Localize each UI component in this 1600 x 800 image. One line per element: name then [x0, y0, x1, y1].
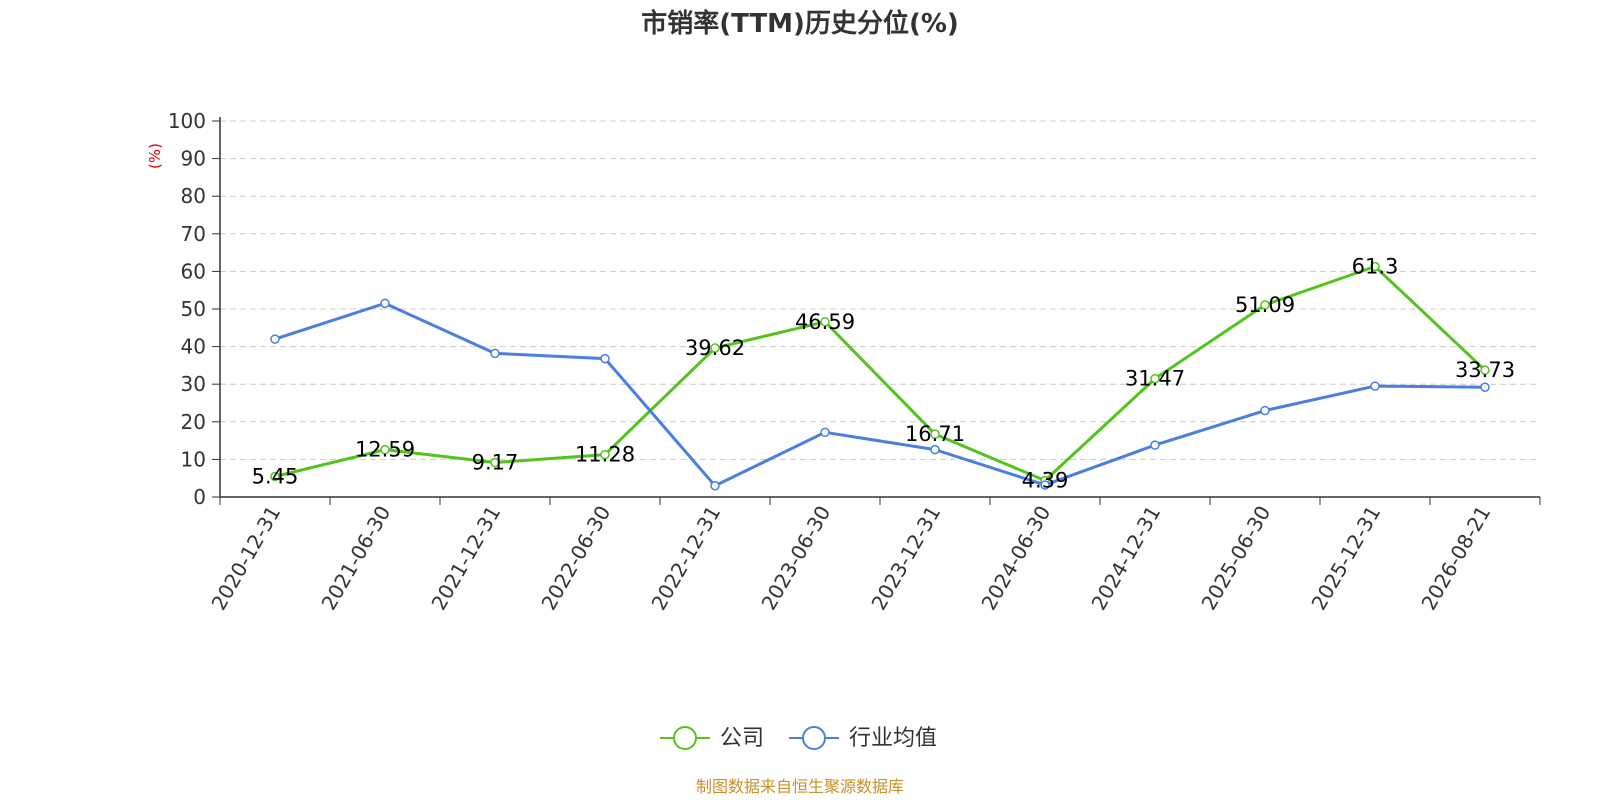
- y-tick-label: 60: [181, 259, 206, 283]
- x-tick-label: 2021-12-31: [426, 502, 505, 615]
- industry-point: [710, 480, 720, 491]
- industry-point: [1480, 382, 1490, 392]
- x-tick-label: 2025-06-30: [1196, 502, 1275, 615]
- gridlines: [220, 120, 1540, 460]
- x-tick-label: 2022-06-30: [536, 502, 615, 615]
- industry-point: [380, 298, 390, 309]
- data-label: 12.59: [355, 438, 415, 462]
- y-tick-label: 80: [181, 184, 206, 208]
- data-label: 11.28: [575, 443, 635, 467]
- data-label: 39.62: [685, 336, 745, 360]
- data-label: 5.45: [252, 465, 299, 489]
- x-tick-label: 2025-12-31: [1306, 502, 1385, 615]
- x-tick-label: 2023-06-30: [756, 502, 835, 615]
- legend-company-marker: [673, 726, 697, 750]
- company-point: [1150, 373, 1160, 384]
- data-labels: 5.45 12.59 9.17 11.28 39.62 46.59 16.71 4.39 31.…: [252, 255, 1515, 493]
- y-tick-label: 30: [181, 372, 206, 396]
- company-point: [1480, 365, 1490, 375]
- y-tick-label: 90: [181, 147, 206, 171]
- industry-point: [930, 444, 940, 455]
- company-point: [930, 429, 940, 439]
- legend-item-company[interactable]: 公司: [660, 726, 764, 751]
- industry-point: [1150, 440, 1160, 450]
- company-point: [1370, 261, 1380, 272]
- y-tick-label: 20: [181, 410, 206, 434]
- y-tick-label: 100: [168, 109, 206, 133]
- industry-point: [1370, 381, 1380, 391]
- y-tick-label: 50: [181, 297, 206, 321]
- series-layer: [270, 261, 1490, 491]
- y-tick-label: 40: [181, 335, 206, 359]
- series-line-company: [274, 265, 1487, 482]
- data-label: 4.39: [1022, 468, 1069, 492]
- industry-point: [490, 348, 500, 359]
- data-label: 16.71: [905, 422, 965, 446]
- series-line-industry: [274, 301, 1486, 488]
- y-axis-label: (%): [146, 143, 164, 169]
- company-point: [820, 317, 830, 327]
- data-label: 61.3: [1352, 255, 1399, 279]
- company-point: [380, 444, 390, 455]
- chart-title: 市销率(TTM)历史分位(%): [641, 8, 959, 39]
- data-label: 31.47: [1125, 367, 1185, 391]
- y-tick-label: 0: [193, 485, 206, 509]
- legend-industry-marker: [802, 726, 826, 750]
- x-tick-label: 2024-06-30: [976, 502, 1055, 615]
- company-point: [600, 449, 610, 460]
- x-tick-label: 2024-12-31: [1086, 502, 1165, 615]
- company-point: [1260, 300, 1270, 310]
- legend[interactable]: 公司 行业均值: [660, 726, 937, 751]
- industry-point: [270, 334, 280, 344]
- source-note: 制图数据来自恒生聚源数据库: [696, 777, 904, 796]
- industry-point: [1040, 480, 1050, 490]
- data-label: 51.09: [1235, 293, 1295, 317]
- company-point: [270, 471, 280, 482]
- x-tick-label: 2022-12-31: [646, 502, 725, 615]
- axes: 0 10 20 30 40 50 60 70 80 90 100 2020-12-31 2021-06-…: [168, 109, 1541, 615]
- x-tick-label: 2021-06-30: [316, 502, 395, 615]
- x-tick-label: 2026-08-21: [1416, 502, 1495, 615]
- x-tick-label: 2020-12-31: [206, 502, 285, 615]
- legend-company-label: 公司: [720, 726, 764, 751]
- company-point: [710, 343, 720, 353]
- industry-point: [600, 353, 610, 364]
- company-point: [490, 457, 500, 468]
- x-tick-label: 2023-12-31: [866, 502, 945, 615]
- industry-point: [820, 427, 830, 438]
- y-tick-label: 70: [181, 222, 206, 246]
- y-tick-label: 10: [181, 447, 206, 471]
- data-label: 33.73: [1455, 358, 1515, 382]
- legend-industry-label: 行业均值: [849, 726, 937, 751]
- legend-item-industry-avg[interactable]: 行业均值: [789, 726, 937, 751]
- data-label: 9.17: [472, 451, 519, 475]
- industry-point: [1260, 405, 1270, 416]
- data-label: 46.59: [795, 310, 855, 334]
